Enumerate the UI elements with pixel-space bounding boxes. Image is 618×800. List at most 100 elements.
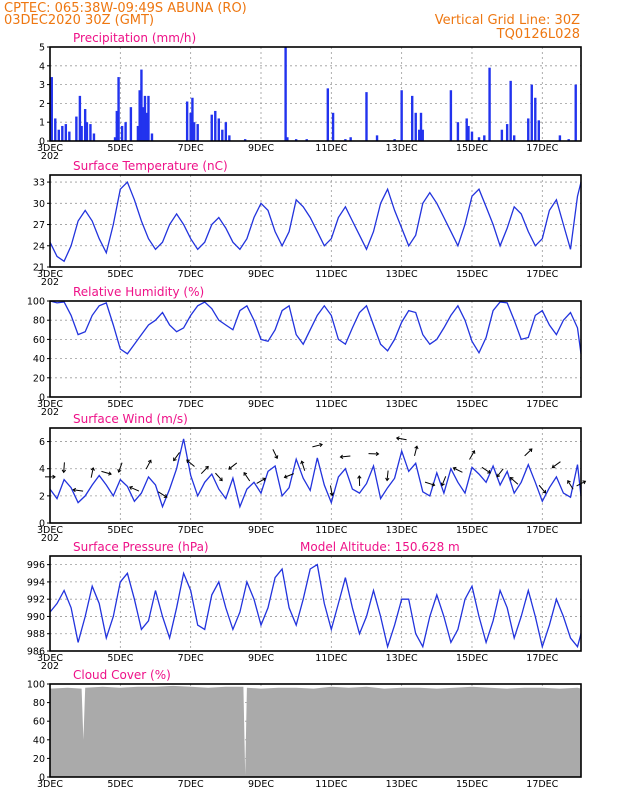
y-tick-label: 20 xyxy=(33,373,45,384)
precip-bar xyxy=(61,125,64,141)
y-tick-label: 0 xyxy=(39,137,45,148)
precip-bar xyxy=(483,135,486,141)
x-tick-label: 13DEC xyxy=(386,399,418,410)
wind-arrow xyxy=(243,472,251,482)
y-tick-label: 0 xyxy=(39,519,45,530)
wind-arrow xyxy=(63,462,65,473)
x-tick-label: 9DEC xyxy=(248,399,274,410)
wind-arrow xyxy=(200,466,209,475)
y-tick-label: 994 xyxy=(27,577,45,588)
wind-arrow xyxy=(215,472,223,481)
precip-bar xyxy=(558,135,562,141)
precip-bar xyxy=(534,97,537,141)
x-tick-label: 3DEC xyxy=(37,399,63,410)
precip-bar xyxy=(400,90,403,141)
y-tick-label: 40 xyxy=(33,354,45,365)
wind-arrow xyxy=(284,473,294,478)
wind-arrow-head xyxy=(228,466,232,470)
wind-arrow-head xyxy=(375,451,380,457)
wind-arrow-head xyxy=(243,472,248,476)
y-tick-label: 0 xyxy=(39,773,45,784)
wind-arrow xyxy=(386,470,389,481)
x-tick-label: 13DEC xyxy=(386,269,418,280)
temperature-panel: 21 24 27 30 33 3DEC 5DEC 7DEC 9DEC 11DEC 13DEC 15DE… xyxy=(33,159,582,288)
wind-arrow-head xyxy=(582,480,587,485)
wind-arrow-head xyxy=(329,492,334,497)
x-tick-label: 15DEC xyxy=(456,779,488,790)
wind-arrow-head xyxy=(90,467,95,471)
precip-bar xyxy=(449,90,453,141)
x-tick-label: 15DEC xyxy=(456,399,488,410)
precip-bar xyxy=(217,118,220,141)
run-date: 03DEC2020 30Z (GMT) xyxy=(4,13,154,28)
precip-bar xyxy=(138,90,141,141)
temp-series-line xyxy=(49,180,582,263)
precip-bar xyxy=(470,131,474,141)
x-tick-label: 11DEC xyxy=(315,653,347,664)
x-tick-label: 11DEC xyxy=(315,143,347,154)
x-tick-year: 202 xyxy=(41,151,59,162)
wind-arrow-head xyxy=(283,474,288,479)
rh-title: Relative Humidity (%) xyxy=(73,285,204,299)
wind-arrow-head xyxy=(147,459,152,464)
wind-arrow-head xyxy=(129,485,133,490)
wind-arrow xyxy=(301,461,306,471)
precip-bar xyxy=(284,47,287,141)
wind-arrow-head xyxy=(385,477,390,482)
x-tick-label: 7DEC xyxy=(178,653,204,664)
x-tick-label: 9DEC xyxy=(248,525,274,536)
wind-series-line xyxy=(49,438,582,509)
wind-arrow xyxy=(552,461,561,468)
wind-arrow xyxy=(414,446,418,457)
wind-arrow-head xyxy=(509,477,514,481)
wind-arrow-head xyxy=(414,445,419,450)
y-tick-label: 80 xyxy=(33,698,45,709)
precip-bar xyxy=(228,135,231,141)
x-tick-label: 15DEC xyxy=(456,653,488,664)
wind-arrow xyxy=(256,477,266,484)
pressure-panel: 986 988 990 992 994 996 3DEC 5DEC 7DEC 9DEC 11DEC 1… xyxy=(27,540,582,672)
wind-panel: 0 2 4 6 3DEC 5DEC 7DEC 9DEC 11DEC 13DEC 15DEC 17DEC… xyxy=(37,412,587,544)
x-tick-year: 202 xyxy=(41,277,59,288)
y-tick-label: 24 xyxy=(33,241,45,252)
precip-bar xyxy=(54,118,57,141)
precip-bar xyxy=(530,84,533,141)
rh-series-line xyxy=(49,300,582,355)
station-header: CPTEC: 065:38W-09:49S ABUNA (RO) xyxy=(4,1,247,16)
x-tick-label: 13DEC xyxy=(386,143,418,154)
precip-bar xyxy=(393,139,396,141)
x-tick-label: 5DEC xyxy=(107,269,133,280)
wind-arrow-head xyxy=(300,460,305,465)
x-tick-label: 11DEC xyxy=(315,779,347,790)
plot-frame xyxy=(49,427,582,524)
y-tick-label: 1 xyxy=(39,118,45,129)
cloud-title: Cloud Cover (%) xyxy=(73,668,171,682)
x-tick-label: 7DEC xyxy=(178,779,204,790)
wind-arrow xyxy=(173,452,180,461)
plot-frame xyxy=(49,555,582,652)
y-tick-label: 986 xyxy=(27,647,45,658)
wind-arrow-head xyxy=(551,464,556,469)
y-tick-label: 30 xyxy=(33,199,45,210)
vertical-grid-note: Vertical Grid Line: 30Z xyxy=(435,13,580,28)
wind-arrow xyxy=(396,437,407,441)
precip-bar xyxy=(221,129,224,141)
precip-bar xyxy=(129,107,133,141)
precip-bar xyxy=(467,125,470,141)
y-tick-label: 988 xyxy=(27,629,45,640)
x-tick-label: 11DEC xyxy=(315,269,347,280)
precip-bar xyxy=(509,80,512,141)
precip-bar xyxy=(80,125,83,141)
wind-arrow xyxy=(481,466,491,474)
x-tick-label: 5DEC xyxy=(107,399,133,410)
precip-bar xyxy=(294,139,298,141)
precip-bar xyxy=(505,124,509,141)
precip-bar xyxy=(145,112,148,141)
wind-arrow-head xyxy=(471,450,476,454)
y-tick-label: 100 xyxy=(27,680,45,691)
wind-arrow-head xyxy=(431,482,436,487)
precip-bar xyxy=(120,125,124,141)
model-code: TQ0126L028 xyxy=(496,27,580,42)
precip-bar xyxy=(375,135,379,141)
y-tick-label: 40 xyxy=(33,735,45,746)
